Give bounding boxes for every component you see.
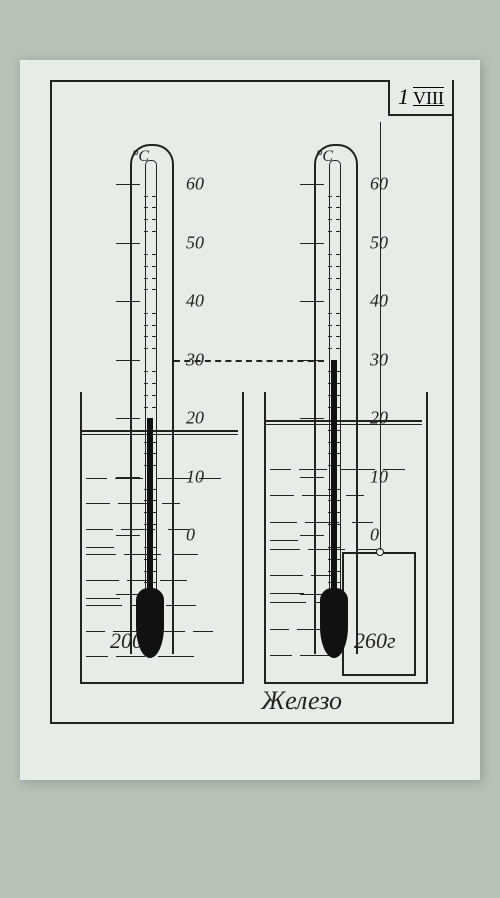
tick-label: 40 xyxy=(186,291,204,312)
problem-number: 1 xyxy=(398,84,409,109)
tick-major xyxy=(300,184,324,185)
tick-major xyxy=(300,594,324,595)
tick-major xyxy=(116,594,140,595)
tick-major xyxy=(116,477,140,478)
tick-label: 10 xyxy=(186,466,204,487)
tick-major xyxy=(116,243,140,244)
tick-major xyxy=(300,243,324,244)
tick-label: 20 xyxy=(186,408,204,429)
tick-label: 60 xyxy=(186,174,204,195)
tick-label: 40 xyxy=(370,291,388,312)
material-label: Железо xyxy=(261,686,342,716)
tick-label: 10 xyxy=(370,466,388,487)
tick-major xyxy=(300,418,324,419)
scale-right: 0102030405060 xyxy=(314,124,354,654)
problem-roman: VIII xyxy=(413,88,444,108)
figure-frame: 1VIII 200г 260г °C 0102030405060 xyxy=(50,80,454,724)
thermometer-right: °C 0102030405060 xyxy=(304,124,364,654)
tick-major xyxy=(300,477,324,478)
tick-major xyxy=(116,418,140,419)
tick-label: 50 xyxy=(370,232,388,253)
tick-label: 0 xyxy=(186,525,195,546)
tick-major xyxy=(116,301,140,302)
dashed-reference-line xyxy=(174,360,324,362)
tick-major xyxy=(116,184,140,185)
tick-label: 60 xyxy=(370,174,388,195)
thermometer-left: °C 0102030405060 xyxy=(120,124,180,654)
tick-major xyxy=(116,360,140,361)
scale-left: 0102030405060 xyxy=(130,124,170,654)
tick-label: 30 xyxy=(370,349,388,370)
tick-label: 50 xyxy=(186,232,204,253)
tick-major xyxy=(116,535,140,536)
paper-sheet: 1VIII 200г 260г °C 0102030405060 xyxy=(20,60,480,780)
tick-major xyxy=(300,535,324,536)
problem-badge: 1VIII xyxy=(388,80,454,116)
tick-label: 20 xyxy=(370,408,388,429)
tick-major xyxy=(300,301,324,302)
tick-label: 0 xyxy=(370,525,379,546)
